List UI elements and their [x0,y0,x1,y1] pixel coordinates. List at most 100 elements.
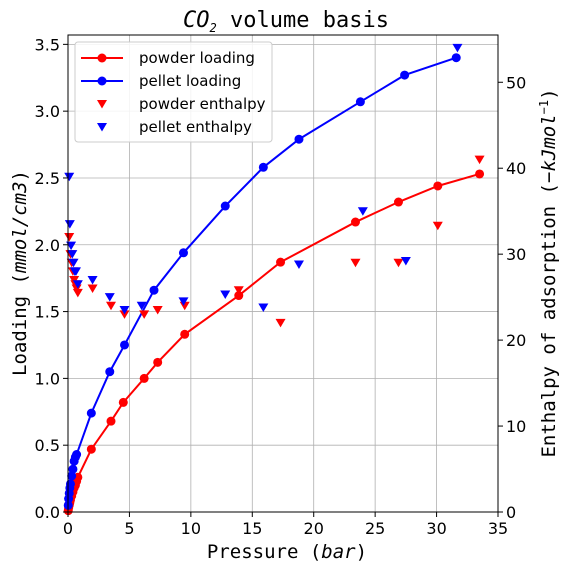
data-point [355,97,365,107]
y-tick-label: 2.5 [35,169,60,188]
y-axis-left: 0.0 0.5 1.0 1.5 2.0 2.5 3.0 3.5 [35,35,68,522]
legend-box [74,41,273,143]
data-point [451,53,461,63]
data-point [350,258,361,268]
data-point [180,329,190,339]
data-point [258,303,269,312]
legend-marker [97,76,107,86]
data-point [72,288,83,298]
series-pellet-enthalpy [64,43,463,315]
x-tick-label: 20 [304,519,324,538]
data-point [65,479,75,489]
data-point [136,301,147,311]
data-point [70,267,81,276]
data-point [66,241,77,251]
data-point [120,340,130,350]
x-tick-label: 10 [181,519,201,538]
data-point [357,207,368,216]
x-axis-title: Pressure (bar) [207,541,367,563]
y2-tick-label: 30 [506,245,526,264]
data-point [86,408,96,418]
data-point [67,250,78,259]
y2-tick-label: 10 [506,417,526,436]
x-tick-label: 35 [488,519,508,538]
legend-entry: pellet loading [81,72,241,90]
x-tick-label: 25 [365,519,385,538]
data-point [350,217,360,227]
x-axis: 0 5 10 15 20 25 30 35 [63,512,508,538]
legend-label: pellet enthalpy [139,118,252,136]
legend-marker [97,53,107,63]
legend-marker [97,123,107,132]
y-tick-label: 1.0 [35,369,60,388]
data-point [71,284,82,294]
data-point [258,162,268,172]
data-point [104,293,115,302]
data-point [119,310,130,319]
data-point [105,367,115,377]
data-point [149,285,159,295]
legend-entry: powder enthalpy [97,95,266,113]
chart-title: CO2 volume basis [183,8,389,35]
legend-label: powder loading [139,49,255,67]
y-tick-label: 0.0 [35,503,60,522]
series-powder-enthalpy [64,155,485,328]
y2-tick-label: 20 [506,331,526,350]
data-point [118,397,128,407]
data-point [276,257,286,267]
data-point [153,357,163,367]
data-point [179,301,190,311]
y-tick-label: 2.0 [35,236,60,255]
data-point [67,471,77,481]
data-point [178,297,189,306]
data-point [400,257,411,266]
y-axis-title: Loading (mmol/cm3) [9,170,31,376]
data-point [64,232,75,242]
series-pellet-loading [63,53,461,510]
data-point [72,280,83,289]
legend-marker [97,100,107,109]
legend-entry: pellet enthalpy [97,118,252,136]
data-point [275,318,286,328]
y-tick-label: 3.0 [35,102,60,121]
y2-tick-label: 0 [506,503,516,522]
data-point [68,464,78,474]
data-point [106,301,116,311]
data-point [119,306,130,315]
data-point [68,258,79,268]
data-point [87,275,98,285]
data-point [106,416,116,426]
legend: powder loading pellet loading powder entha… [74,41,273,143]
data-point [433,181,443,191]
grid [67,35,499,513]
plot-frame [67,34,499,513]
data-point [220,201,230,211]
data-point [233,286,244,295]
data-point [72,450,82,460]
x-tick-label: 0 [63,519,73,538]
legend-label: powder enthalpy [139,95,266,113]
y-tick-label: 3.5 [35,35,60,54]
data-point [139,310,150,319]
data-point [69,275,80,285]
x-tick-label: 30 [426,519,446,538]
legend-label: pellet loading [139,72,241,90]
data-point [393,197,403,207]
legend-entry: powder loading [81,49,255,67]
data-point [474,155,485,165]
y2-tick-label: 40 [506,159,526,178]
data-point [86,444,96,454]
data-point [432,221,443,231]
data-point [178,248,188,258]
x-tick-label: 5 [124,519,134,538]
data-point [475,169,485,179]
data-point [400,70,410,80]
data-point [64,172,75,182]
y-axis-right: 0 10 20 30 40 50 [498,73,526,522]
y2-tick-label: 50 [506,73,526,92]
series-line [67,172,480,511]
data-point [452,43,463,53]
y2-axis-title: Enthalpy of adsorption (−kJmol−1) [537,88,560,457]
y-tick-label: 0.5 [35,436,60,455]
